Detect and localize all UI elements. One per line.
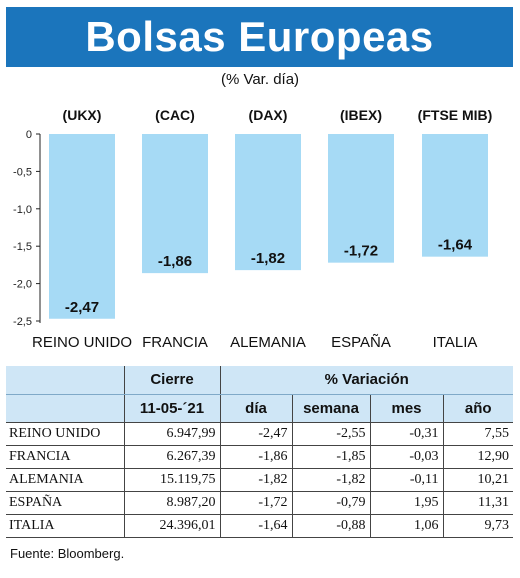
- row-week: -2,55: [291, 422, 370, 446]
- table-row: ESPAÑA 8.987,20 -1,72 -0,79 1,95 11,31: [6, 491, 513, 515]
- row-day: -1,64: [219, 514, 292, 538]
- indices-table-container: Cierre % Variación 11-05-´21 día semana …: [6, 366, 513, 538]
- table-row: ALEMANIA 15.119,75 -1,82 -1,82 -0,11 10,…: [6, 468, 513, 492]
- row-name: ESPAÑA: [6, 491, 124, 515]
- table-period-header-row: 11-05-´21 día semana mes año: [6, 394, 513, 423]
- y-tick-label: -0,5: [13, 166, 32, 178]
- y-tick-label: -2,0: [13, 279, 32, 291]
- header-ano: año: [442, 394, 513, 423]
- row-name: FRANCIA: [6, 445, 124, 469]
- row-week: -1,85: [291, 445, 370, 469]
- row-year: 7,55: [442, 422, 513, 446]
- row-name: ITALIA: [6, 514, 124, 538]
- row-month: 1,95: [369, 491, 443, 515]
- index-code-label: (FTSE MIB): [418, 107, 493, 123]
- bar: [142, 134, 208, 274]
- source-note: Fuente: Bloomberg.: [10, 546, 125, 561]
- data-label: -1,64: [438, 237, 473, 254]
- row-week: -1,82: [291, 468, 370, 492]
- bar: [422, 134, 488, 257]
- y-tick-label: -1,5: [13, 241, 32, 253]
- row-close: 15.119,75: [123, 468, 220, 492]
- table-row: FRANCIA 6.267,39 -1,86 -1,85 -0,03 12,90: [6, 445, 513, 469]
- chart-subtitle: (% Var. día): [220, 71, 300, 88]
- table-row: REINO UNIDO 6.947,99 -2,47 -2,55 -0,31 7…: [6, 422, 513, 446]
- table-header-blank-2: [6, 394, 124, 423]
- bar-chart: 0 -0,5 -1,0 -1,5 -2,0 -2,5 (UKX) -2,47 REINO UNI…: [13, 107, 493, 351]
- row-day: -2,47: [219, 422, 292, 446]
- row-name: REINO UNIDO: [6, 422, 124, 446]
- row-day: -1,82: [219, 468, 292, 492]
- header-cierre: Cierre: [123, 366, 220, 395]
- index-code-label: (CAC): [155, 107, 195, 123]
- row-year: 10,21: [442, 468, 513, 492]
- row-day: -1,72: [219, 491, 292, 515]
- row-close: 6.947,99: [123, 422, 220, 446]
- bar: [49, 134, 115, 319]
- row-week: -0,79: [291, 491, 370, 515]
- data-label: -2,47: [65, 299, 99, 316]
- header-dia: día: [219, 394, 292, 423]
- data-label: -1,72: [344, 243, 378, 260]
- row-month: -0,03: [369, 445, 443, 469]
- row-close: 6.267,39: [123, 445, 220, 469]
- row-year: 9,73: [442, 514, 513, 538]
- index-code-label: (DAX): [249, 107, 288, 123]
- y-tick-label: -2,5: [13, 316, 32, 328]
- row-day: -1,86: [219, 445, 292, 469]
- index-code-label: (IBEX): [340, 107, 382, 123]
- row-close: 24.396,01: [123, 514, 220, 538]
- row-week: -0,88: [291, 514, 370, 538]
- header-variacion: % Variación: [219, 366, 513, 395]
- row-month: -0,11: [369, 468, 443, 492]
- table-group-header-row: Cierre % Variación: [6, 366, 513, 395]
- table-row: ITALIA 24.396,01 -1,64 -0,88 1,06 9,73: [6, 514, 513, 538]
- category-label: ESPAÑA: [331, 334, 391, 351]
- bar: [328, 134, 394, 263]
- category-label: ALEMANIA: [230, 334, 306, 351]
- category-label: FRANCIA: [142, 334, 208, 351]
- indices-table: Cierre % Variación 11-05-´21 día semana …: [6, 366, 513, 538]
- row-month: 1,06: [369, 514, 443, 538]
- table-header-blank: [6, 366, 124, 395]
- row-close: 8.987,20: [123, 491, 220, 515]
- category-label: REINO UNIDO: [32, 334, 132, 351]
- data-label: -1,86: [158, 253, 192, 270]
- row-month: -0,31: [369, 422, 443, 446]
- y-tick-label: 0: [26, 129, 32, 141]
- header-date: 11-05-´21: [123, 394, 220, 423]
- category-label: ITALIA: [433, 334, 478, 351]
- row-year: 12,90: [442, 445, 513, 469]
- row-name: ALEMANIA: [6, 468, 124, 492]
- header-semana: semana: [291, 394, 370, 423]
- y-tick-label: -1,0: [13, 204, 32, 216]
- page-title: Bolsas Europeas: [6, 7, 513, 67]
- row-year: 11,31: [442, 491, 513, 515]
- header-mes: mes: [369, 394, 443, 423]
- data-label: -1,82: [251, 250, 285, 267]
- index-code-label: (UKX): [63, 107, 102, 123]
- bar: [235, 134, 301, 271]
